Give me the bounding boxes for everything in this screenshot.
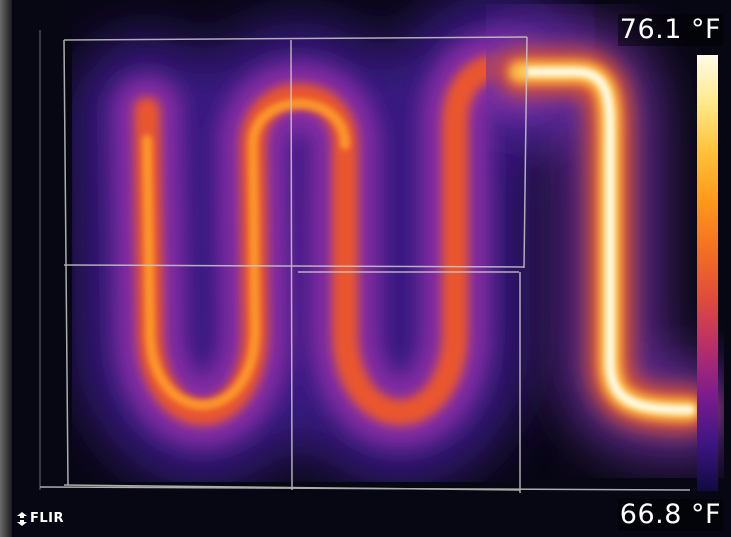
min-temperature-label: 66.8 °F — [617, 499, 723, 531]
flir-logo: FLIR — [16, 511, 64, 526]
temperature-scale-bar — [697, 55, 718, 491]
floor-panel-seams — [39, 30, 691, 493]
pipe-hot-core — [142, 98, 350, 410]
heat-pipe — [72, 0, 731, 488]
max-temperature-label: 76.1 °F — [617, 14, 723, 46]
flir-logo-text: FLIR — [30, 511, 65, 526]
pipe-entry-hot — [525, 67, 695, 415]
flir-logo-icon — [17, 511, 27, 526]
